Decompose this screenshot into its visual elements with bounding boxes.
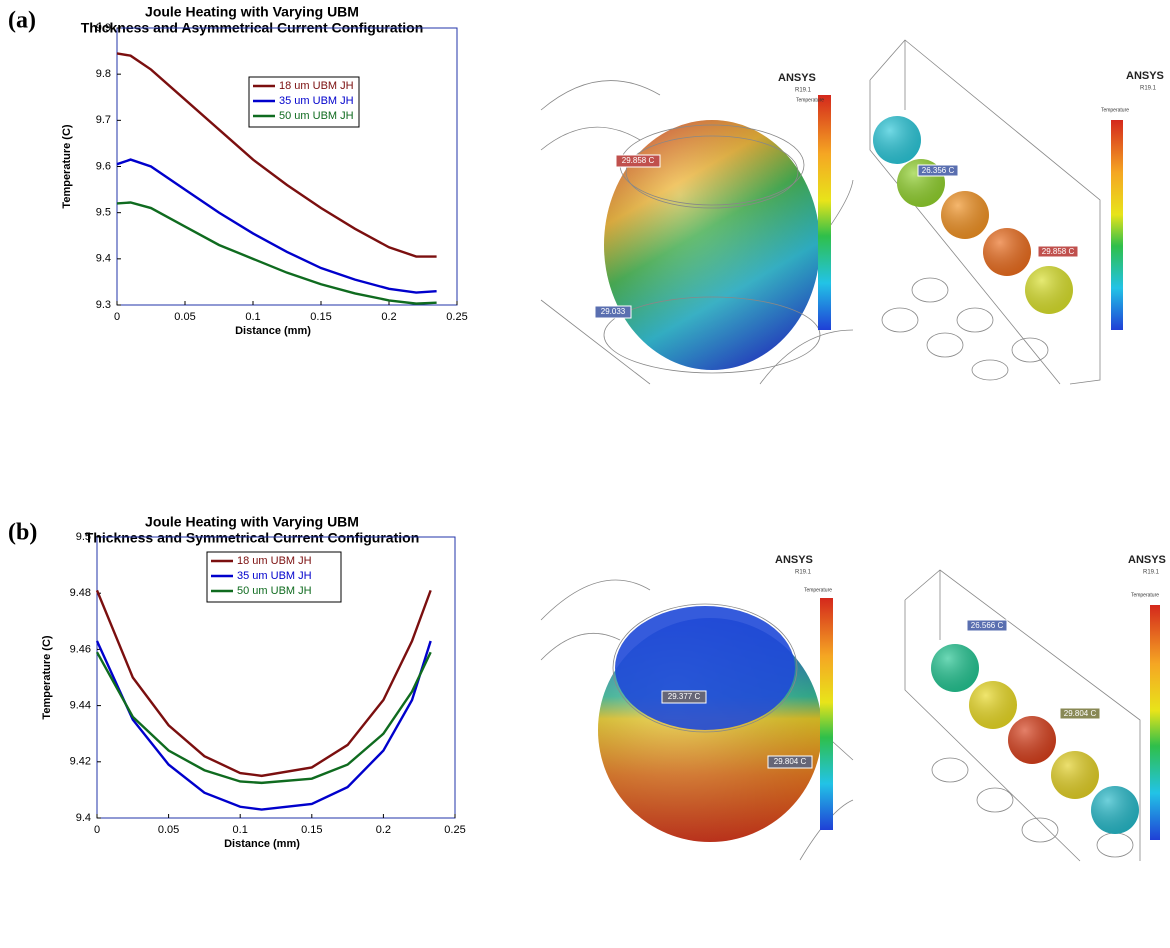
chart: Joule Heating with Varying UBMThickness …	[41, 514, 466, 850]
y-tick-label: 9.7	[96, 114, 111, 126]
legend-label: 50 um UBM JH	[237, 585, 312, 597]
x-tick-label: 0.25	[444, 824, 465, 836]
chart-title: Joule Heating with Varying UBM	[145, 4, 359, 20]
x-tick-label: 0.2	[381, 311, 396, 323]
simulation-render: ANSYS R19.1 Temperature 26.356 C 29.858 …	[869, 39, 1164, 385]
y-tick-label: 9.4	[96, 253, 111, 265]
series-line	[116, 52, 437, 258]
render-brand: ANSYS	[1126, 70, 1164, 82]
y-tick-label: 9.46	[70, 643, 91, 655]
render-legend-title: Temperature	[796, 97, 824, 103]
y-tick-label: 9.5	[96, 207, 111, 219]
legend-label: 35 um UBM JH	[237, 570, 312, 582]
render-version: R19.1	[1143, 570, 1160, 576]
render-legend-title: Temperature	[1131, 592, 1159, 598]
x-tick-label: 0	[114, 311, 120, 323]
x-tick-label: 0.25	[446, 311, 467, 323]
probe-label: 26.356 C	[922, 166, 955, 175]
probe-label: 29.858 C	[622, 156, 655, 165]
y-tick-label: 9.9	[96, 22, 111, 34]
y-axis-label: Temperature (C)	[41, 635, 53, 719]
chart: Joule Heating with Varying UBMThickness …	[61, 4, 468, 337]
chart-title: Joule Heating with Varying UBM	[145, 514, 359, 530]
simulation-render: ANSYS R19.1 Temperature 29.377 C 29.804 …	[540, 554, 854, 861]
legend-label: 18 um UBM JH	[279, 80, 354, 92]
probe-label: 29.033	[601, 307, 626, 316]
chart-title: Thickness and Symmetrical Current Config…	[85, 530, 420, 546]
probe-label: 29.858 C	[1042, 247, 1075, 256]
x-axis-label: Distance (mm)	[224, 838, 300, 850]
panel-label: (b)	[8, 520, 37, 546]
render-brand: ANSYS	[775, 554, 813, 566]
series-line	[116, 201, 437, 305]
probe-label: 29.377 C	[668, 692, 701, 701]
probe-label: 26.566 C	[971, 621, 1004, 630]
render-version: R19.1	[795, 570, 812, 576]
simulation-render: ANSYS R19.1 Temperature 29.858 C 29.033	[540, 72, 854, 385]
probe-label: 29.804 C	[1064, 709, 1097, 718]
y-tick-label: 9.8	[96, 68, 111, 80]
x-tick-label: 0	[94, 824, 100, 836]
simulation-render: ANSYS R19.1 Temperature 26.566 C 29.804 …	[904, 554, 1166, 862]
y-tick-label: 9.6	[96, 160, 111, 172]
y-tick-label: 9.3	[96, 299, 111, 311]
legend-label: 18 um UBM JH	[237, 555, 312, 567]
x-axis-label: Distance (mm)	[235, 325, 311, 337]
probe-label: 29.804 C	[774, 757, 807, 766]
x-tick-label: 0.2	[376, 824, 391, 836]
render-version: R19.1	[795, 88, 812, 94]
x-tick-label: 0.1	[233, 824, 248, 836]
legend-label: 35 um UBM JH	[279, 95, 354, 107]
x-tick-label: 0.15	[301, 824, 322, 836]
y-axis-label: Temperature (C)	[61, 124, 73, 208]
render-legend-title: Temperature	[804, 587, 832, 593]
series-line	[95, 589, 432, 778]
plot-frame	[96, 536, 456, 819]
x-tick-label: 0.05	[158, 824, 179, 836]
render-brand: ANSYS	[1128, 554, 1166, 566]
legend-label: 50 um UBM JH	[279, 110, 354, 122]
y-tick-label: 9.48	[70, 587, 91, 599]
series-line	[95, 640, 432, 811]
series-line	[116, 158, 437, 294]
render-version: R19.1	[1140, 86, 1157, 92]
y-tick-label: 9.4	[76, 812, 91, 824]
y-tick-label: 9.44	[70, 700, 91, 712]
render-brand: ANSYS	[778, 72, 816, 84]
x-tick-label: 0.05	[174, 311, 195, 323]
panel-label: (a)	[8, 8, 36, 34]
render-legend-title: Temperature	[1101, 107, 1129, 113]
plot-frame	[116, 27, 458, 306]
y-tick-label: 9.42	[70, 756, 91, 768]
x-tick-label: 0.15	[310, 311, 331, 323]
y-tick-label: 9.5	[76, 531, 91, 543]
series-line	[95, 651, 432, 785]
x-tick-label: 0.1	[245, 311, 260, 323]
